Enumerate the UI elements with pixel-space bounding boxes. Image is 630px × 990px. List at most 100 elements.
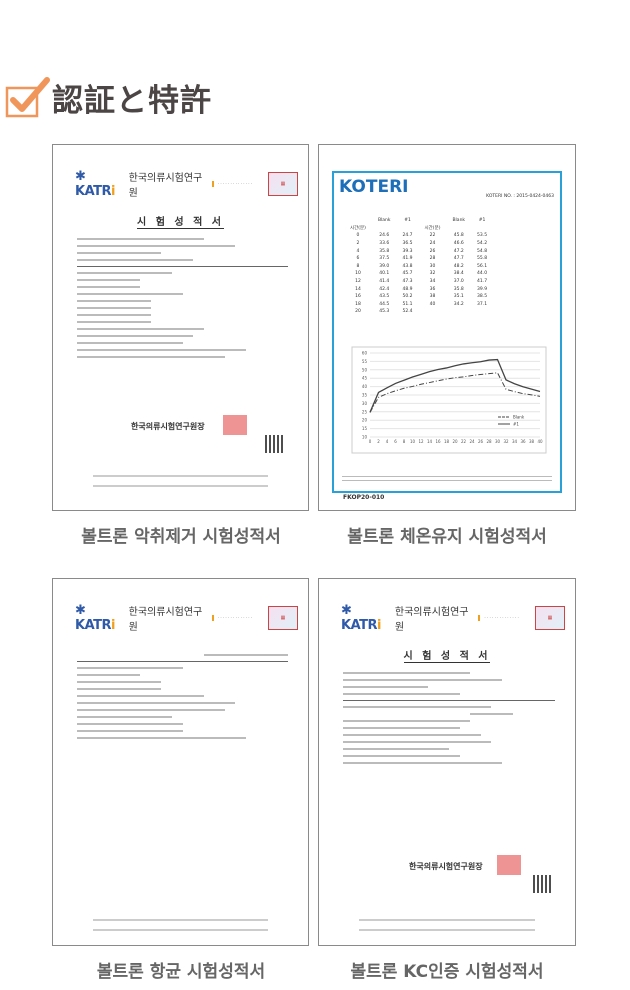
table-cell: 24.7 xyxy=(402,233,413,239)
certificate-heat-retention[interactable]: KOTERI KOTERI NO. : 2015-0424-0463 Blank… xyxy=(318,144,576,511)
qr-code xyxy=(533,875,551,893)
table-cell: 34.2 xyxy=(453,301,464,307)
legend-label: Blank xyxy=(513,415,525,420)
certificate-antibacterial[interactable]: ✱ KATRi 한국의류시험연구원 · · · · · · · · · · · … xyxy=(52,578,309,946)
table-cell: 44.5 xyxy=(379,301,390,307)
katri-logo: ✱ KATRi xyxy=(341,603,381,633)
table-cell: 51.1 xyxy=(402,301,413,307)
table-cell: 40.1 xyxy=(379,271,390,277)
temperature-table: Blank #1 Blank #1 시간(분) 시간(분) 0 24.6 24.7 22 45.8 5… xyxy=(344,217,493,316)
x-tick-label: 4 xyxy=(386,439,389,444)
org-name: 한국의류시험연구원 xyxy=(128,173,203,199)
table-cell: 47.2 xyxy=(453,248,464,254)
y-tick-label: 55 xyxy=(362,359,368,364)
table-cell: 46.6 xyxy=(453,241,464,247)
table-cell: 14 xyxy=(355,286,361,292)
doc-body xyxy=(77,233,288,363)
signature: 한국의류시험연구원장 xyxy=(131,422,205,431)
x-tick-label: 10 xyxy=(410,439,416,444)
table-cell: 37.5 xyxy=(379,256,390,262)
doc-title: 시 험 성 적 서 xyxy=(137,217,224,229)
caption: 볼트론 항균 시험성적서 xyxy=(96,962,266,982)
table-row: 12 41.4 47.3 34 37.0 41.7 xyxy=(344,278,493,286)
katri-logo: ✱ KATRi xyxy=(75,169,115,199)
y-tick-label: 25 xyxy=(362,409,368,414)
table-cell: 36.5 xyxy=(402,241,413,247)
table-cell: 0 xyxy=(356,233,360,239)
y-tick-label: 20 xyxy=(362,418,368,423)
report-number: KOTERI NO. : 2015-0424-0463 xyxy=(486,194,554,199)
table-cell: 32 xyxy=(429,271,436,277)
table-cell: 40 xyxy=(429,301,436,307)
table-cell: 39.0 xyxy=(379,263,390,269)
table-row: 20 45.3 52.4 xyxy=(344,308,493,316)
x-tick-label: 6 xyxy=(394,439,397,444)
table-cell: 35.8 xyxy=(379,248,390,254)
table-cell: 53.5 xyxy=(477,233,488,239)
table-cell: 38.5 xyxy=(477,294,488,300)
chart-frame xyxy=(351,346,547,454)
series-line-blank xyxy=(369,372,541,413)
table-cell: 12 xyxy=(355,279,361,285)
x-tick-label: 0 xyxy=(369,439,372,444)
x-tick-label: 38 xyxy=(529,439,535,444)
qr-code xyxy=(265,435,283,453)
table-cell: 10 xyxy=(355,271,361,277)
section-title: 認証と特許 xyxy=(52,82,212,119)
table-row: 6 37.5 41.9 28 47.7 55.8 xyxy=(344,255,493,263)
signature: 한국의류시험연구원장 xyxy=(409,862,483,871)
y-tick-label: 35 xyxy=(362,393,368,398)
katri-logo: ✱ KATRi xyxy=(75,603,115,633)
table-cell: 45.8 xyxy=(453,233,464,239)
table-cell: 50.2 xyxy=(402,294,413,300)
table-cell: 41.9 xyxy=(402,256,413,262)
table-cell: 47.7 xyxy=(453,256,464,262)
table-cell: 43.5 xyxy=(379,294,390,300)
table-cell: 36 xyxy=(429,286,436,292)
table-cell: 48.2 xyxy=(453,263,464,269)
table-cell: 43.8 xyxy=(402,263,413,269)
badge-icon: ▦ xyxy=(268,172,298,196)
table-row: 4 35.8 39.3 26 47.2 54.8 xyxy=(344,247,493,255)
x-tick-label: 24 xyxy=(469,439,475,444)
table-cell: 56.1 xyxy=(477,263,488,269)
table-cell: 24 xyxy=(429,241,436,247)
table-row: 0 24.6 24.7 22 45.8 53.5 xyxy=(344,232,493,240)
table-cell: 22 xyxy=(429,233,436,239)
table-cell: 45.3 xyxy=(379,309,390,315)
x-tick-label: 2 xyxy=(377,439,380,444)
form-code: FKOP20-010 xyxy=(343,494,385,501)
table-cell: 55.8 xyxy=(477,256,488,262)
table-cell: 45.7 xyxy=(402,271,413,277)
legend-label: #1 xyxy=(513,422,519,427)
x-tick-label: 22 xyxy=(461,439,467,444)
badge-icon: ▦ xyxy=(268,606,298,630)
table-cell: 6 xyxy=(356,256,360,262)
table-cell: 37.1 xyxy=(477,301,488,307)
caption: 볼트론 KC인증 시험성적서 xyxy=(350,962,544,982)
table-cell: 34 xyxy=(429,279,436,285)
table-cell: 8 xyxy=(356,263,360,269)
x-tick-label: 20 xyxy=(452,439,458,444)
x-tick-label: 18 xyxy=(444,439,450,444)
seal-stamp xyxy=(497,855,521,875)
x-tick-label: 28 xyxy=(486,439,492,444)
x-tick-label: 36 xyxy=(520,439,526,444)
table-cell: 18 xyxy=(355,301,361,307)
table-cell: 35.1 xyxy=(453,294,464,300)
table-cell: 16 xyxy=(355,294,361,300)
table-cell: 41.7 xyxy=(477,279,488,285)
table-cell: 24.6 xyxy=(379,233,390,239)
checkbox-check-icon xyxy=(4,74,50,120)
y-tick-label: 15 xyxy=(362,426,368,431)
table-cell: 54.2 xyxy=(477,241,488,247)
certificate-kc[interactable]: ✱ KATRi 한국의류시험연구원 · · · · · · · · · · · … xyxy=(318,578,576,946)
certificate-odor-removal[interactable]: ✱ KATRi 한국의류시험연구원 · · · · · · · · · · · … xyxy=(52,144,309,511)
table-cell: 37.0 xyxy=(453,279,464,285)
caption: 볼트론 체온유지 시험성적서 xyxy=(347,527,547,547)
table-row: 2 33.6 36.5 24 46.6 54.2 xyxy=(344,240,493,248)
x-tick-label: 14 xyxy=(427,439,433,444)
x-tick-label: 26 xyxy=(478,439,484,444)
badge-icon: ▦ xyxy=(534,606,565,630)
